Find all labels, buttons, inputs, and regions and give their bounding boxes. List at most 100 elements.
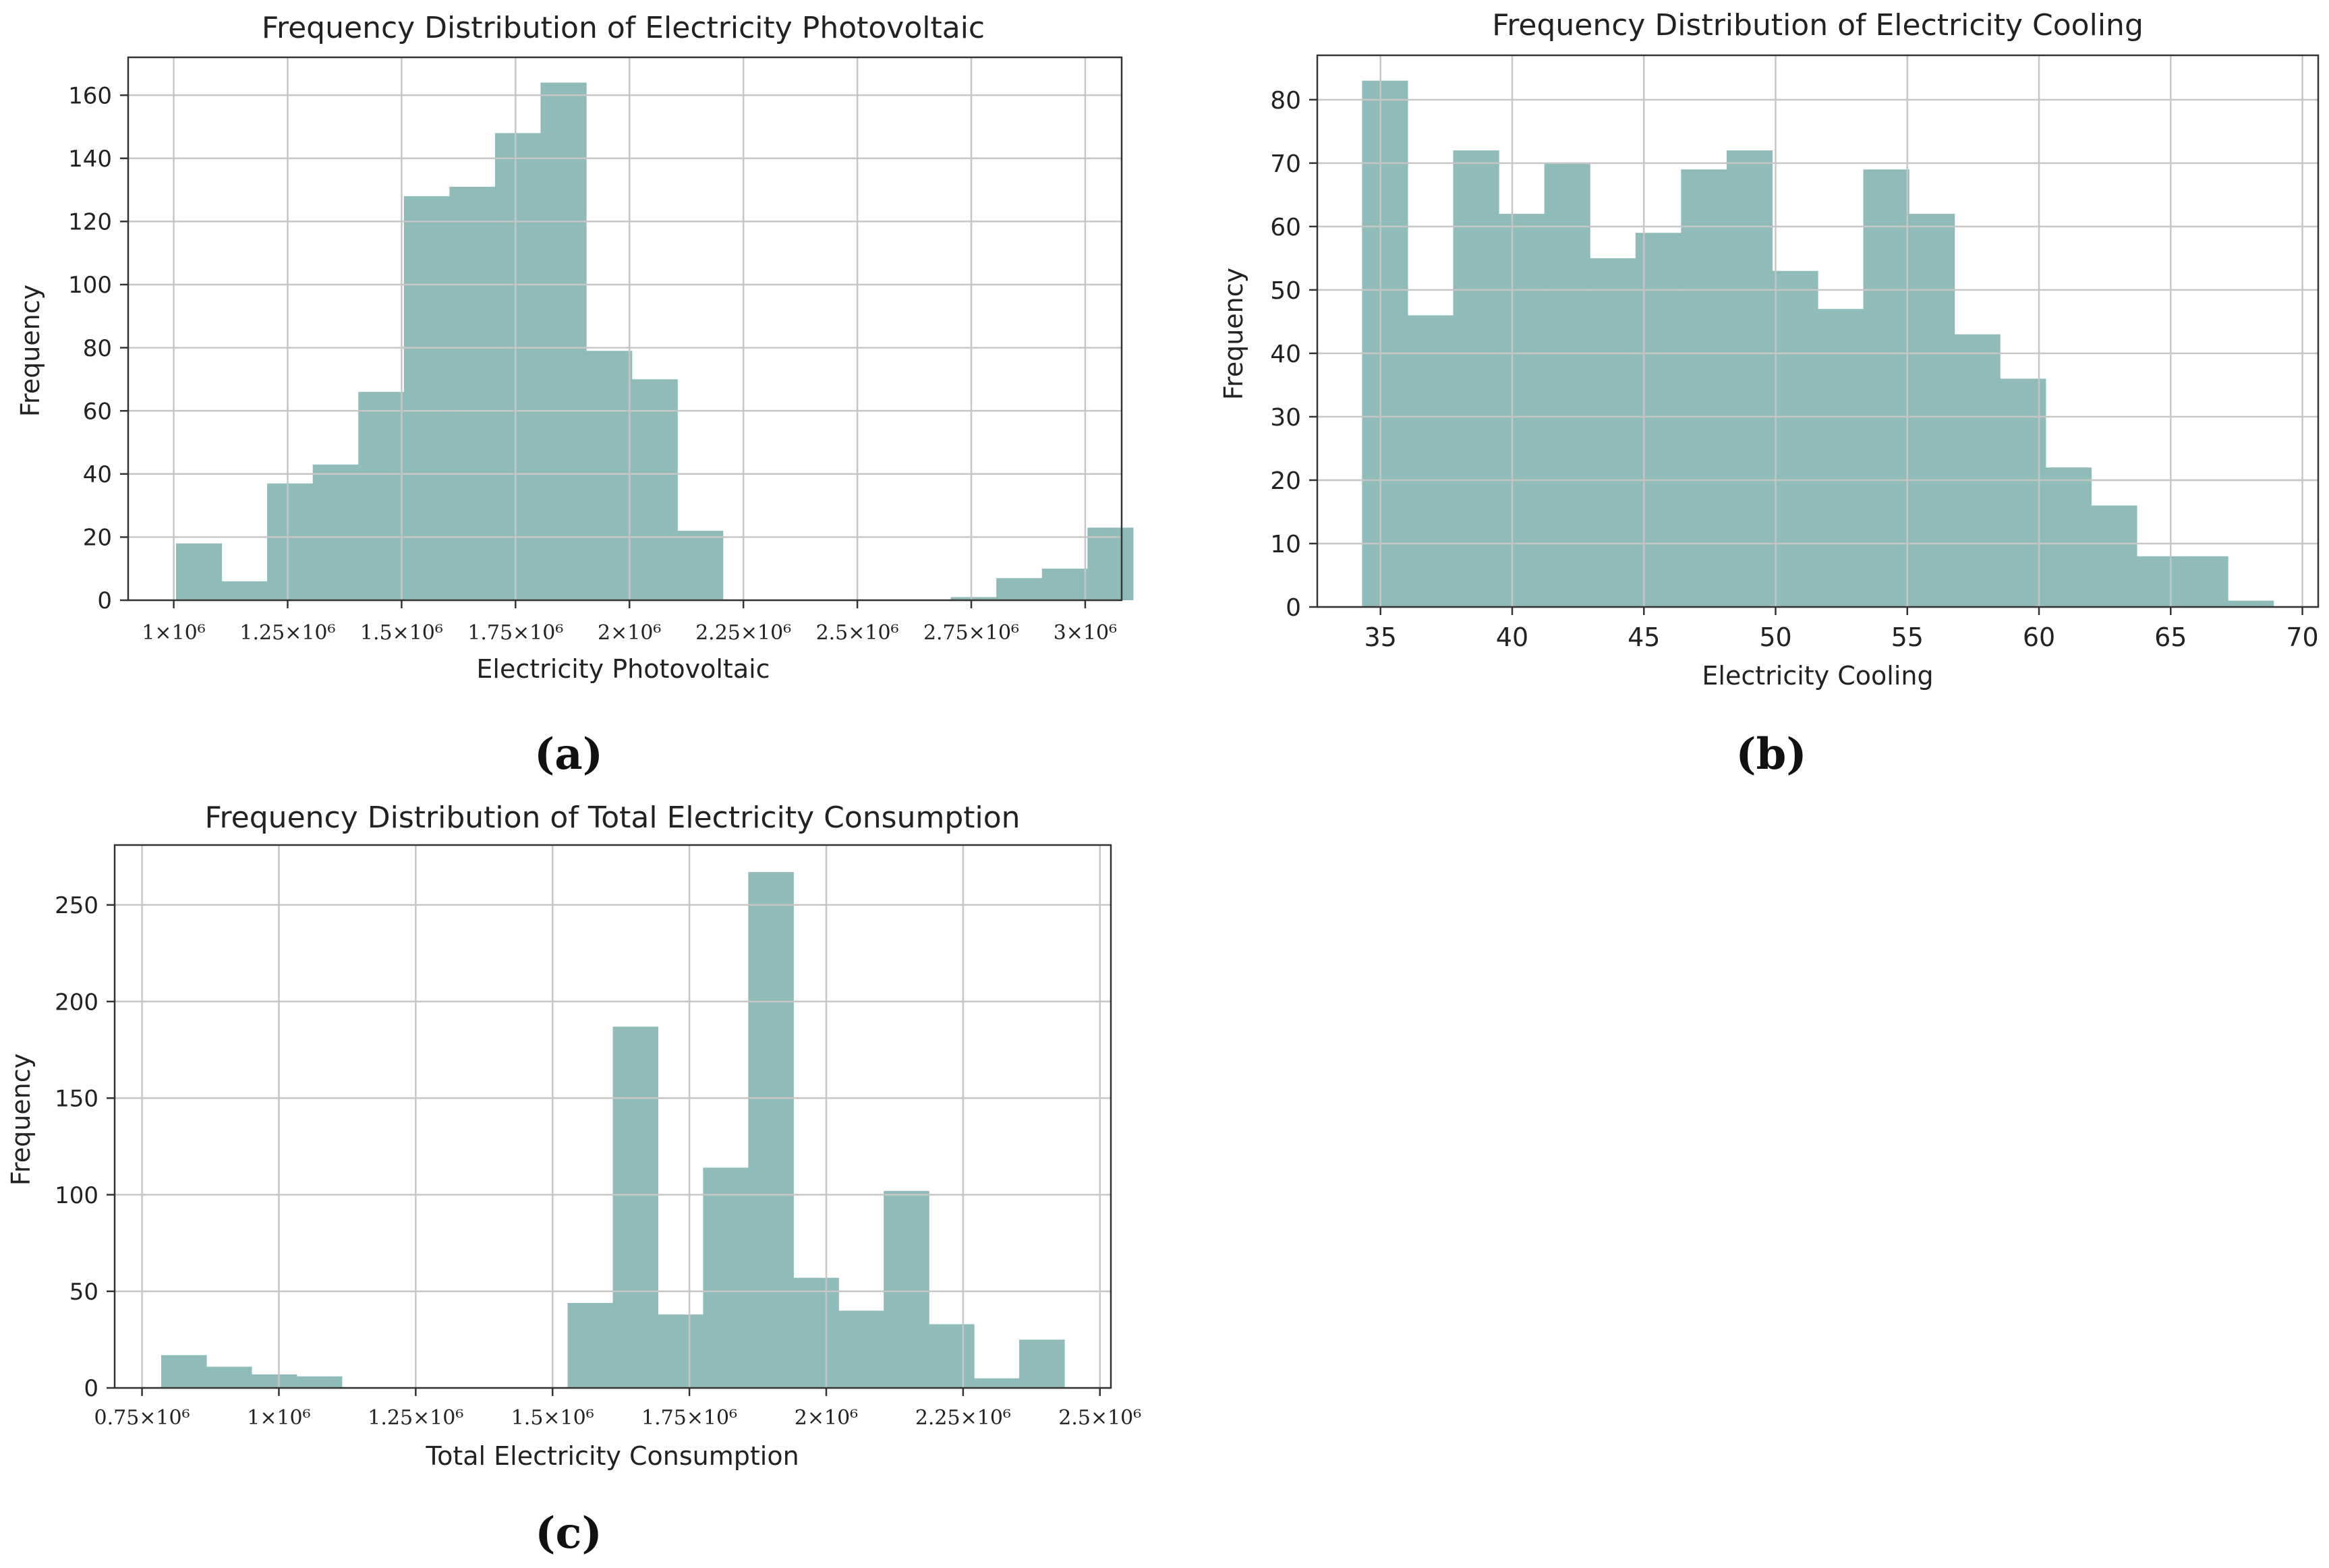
plot-frame [1316,54,2320,608]
histogram-bar [494,133,542,600]
histogram-bar [1909,214,1955,607]
y-tick-label: 0 [84,1375,98,1402]
plot-area-a: 1×10⁶ 1.25×10⁶ 1.5×10⁶ 1.75×10⁶ 2×10⁶ 2.25×10… [68,56,1134,645]
plot-area-b: 35 40 45 50 55 60 65 70 0 10 20 30 40 50 60 70 80 [1270,54,2320,652]
histogram-bar [161,1355,207,1388]
x-tick-label: 60 [2023,622,2055,652]
x-axis-label: Electricity Photovoltaic [476,654,770,684]
x-tick-label: 55 [1891,622,1924,652]
y-axis-label: Frequency [6,1053,36,1186]
y-tick-label: 30 [1270,404,1301,432]
y-tick-label: 50 [1270,277,1301,305]
histogram-bar [884,1190,929,1388]
y-tick-label: 100 [68,272,112,299]
histogram-bar [1544,163,1590,608]
x-tick-label: 65 [2154,622,2187,652]
x-tick-label: 50 [1759,622,1791,652]
x-tick-label: 1.75×10⁶ [641,1406,737,1430]
histogram-bar [2136,556,2183,607]
y-tick-label: 150 [55,1086,98,1113]
y-tick-label: 70 [1270,150,1301,178]
histogram-bar [567,1302,614,1388]
histogram-bar [2182,556,2229,607]
histogram-bar [1681,169,1727,608]
histogram-bar [1087,527,1134,600]
histogram-bar [1726,150,1773,607]
x-tick-label: 40 [1496,622,1528,652]
caption-c: (c) [535,1508,602,1559]
histogram-bar [1863,169,1909,608]
x-tick-label: 1.25×10⁶ [239,621,335,645]
histogram-bar [1041,569,1088,600]
x-tick-label: 35 [1364,622,1397,652]
y-tick-label: 40 [83,461,112,488]
panel-c: Frequency Distribution of Total Electric… [6,801,1141,1559]
x-tick-label: 1.5×10⁶ [511,1406,594,1430]
x-tick-label: 1.75×10⁶ [467,621,563,645]
histogram-bar [703,1167,749,1388]
chart-title: Frequency Distribution of Total Electric… [204,801,1020,835]
y-tick-label: 200 [55,989,98,1016]
plot-area-c: 0.75×10⁶ 1×10⁶ 1.25×10⁶ 1.5×10⁶ 1.75×10⁶ 2×10… [55,844,1141,1430]
x-tick-label: 2.25×10⁶ [915,1406,1011,1430]
histogram-bar [748,872,794,1388]
x-tick-label: 1×10⁶ [142,621,205,645]
y-tick-label: 20 [1270,467,1301,495]
histogram-bar [267,483,314,600]
histogram-bar [358,392,405,600]
histogram-bar [838,1310,884,1388]
histogram-bar [1499,214,1545,607]
histogram-bar [793,1277,839,1388]
chart-title: Frequency Distribution of Electricity Co… [1492,8,2144,42]
histogram-bar [950,597,997,600]
histogram-bar [1590,258,1636,607]
plot-frame [113,844,1112,1389]
histogram-bar [2045,467,2092,607]
y-tick-label: 80 [1270,87,1301,115]
panel-b: Frequency Distribution of Electricity Co… [1219,8,2320,780]
histogram-bar [2091,505,2137,607]
y-tick-label: 0 [97,587,112,614]
y-tick-label: 250 [55,892,98,919]
x-tick-label: 2.75×10⁶ [923,621,1019,645]
y-tick-label: 80 [83,335,112,362]
histogram-bar [586,351,633,600]
y-tick-label: 20 [83,525,112,552]
chart-title: Frequency Distribution of Electricity Ph… [262,11,985,45]
y-tick-label: 10 [1270,531,1301,558]
y-axis-label: Frequency [16,285,45,417]
x-tick-label: 2.25×10⁶ [695,621,791,645]
histogram-bar [974,1378,1020,1388]
x-tick-label: 3×10⁶ [1054,621,1117,645]
x-tick-label: 45 [1628,622,1660,652]
x-tick-label: 70 [2286,622,2318,652]
x-tick-label: 2×10⁶ [795,1406,858,1430]
histogram-bar [1453,150,1499,607]
histogram-bar [296,1376,343,1388]
histogram-bar [1019,1339,1065,1388]
histogram-bar [1362,80,1408,608]
y-tick-label: 40 [1270,341,1301,368]
histogram-bar [1635,233,1681,607]
histogram-bar [175,543,223,600]
histogram-bar [1407,315,1454,607]
histogram-bar [251,1374,297,1388]
histogram-bar [1818,309,1864,607]
caption-b: (b) [1735,729,1806,780]
histogram-bar [403,196,450,600]
x-tick-label: 0.75×10⁶ [94,1406,190,1430]
x-tick-label: 1×10⁶ [247,1406,310,1430]
y-tick-label: 100 [55,1182,98,1209]
histogram-bar [631,379,678,600]
histogram-bar [929,1324,975,1388]
x-tick-label: 2.5×10⁶ [816,621,899,645]
x-tick-label: 1.5×10⁶ [360,621,443,645]
histogram-bar [658,1314,703,1388]
y-tick-label: 50 [69,1279,98,1306]
histogram-bar [996,578,1043,600]
histogram-bar [540,82,587,600]
histogram-bar [2228,600,2274,607]
histogram-bar [612,1026,659,1388]
histogram-bar [206,1366,252,1388]
